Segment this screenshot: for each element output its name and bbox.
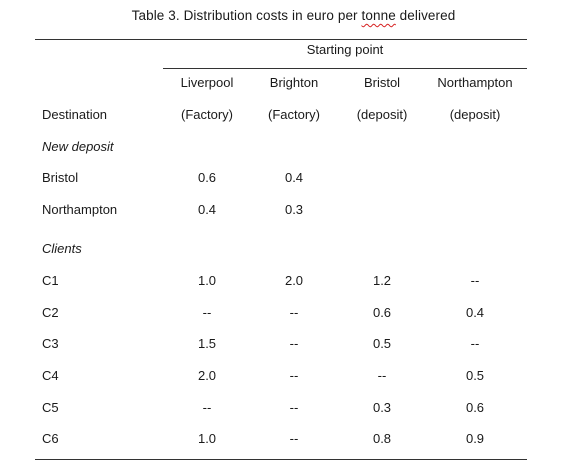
cell-c4-northampton: 0.5: [465, 368, 485, 383]
column-header-northampton-type: (deposit): [449, 107, 501, 122]
row-destination-c1: C1: [42, 273, 59, 288]
table-title-flagged-word: tonne: [361, 8, 396, 23]
cell-c1-brighton: 2.0: [284, 273, 304, 288]
cell-c1-bristol: 1.2: [372, 273, 392, 288]
column-header-brighton-name: Brighton: [269, 75, 319, 90]
cell-c2-bristol: 0.6: [372, 305, 392, 320]
starting-point-header: Starting point: [306, 42, 384, 57]
cell-c4-liverpool: 2.0: [197, 368, 217, 383]
column-header-bristol-name: Bristol: [363, 75, 401, 90]
table-bottom-rule: [35, 459, 527, 460]
cell-c2-brighton: --: [289, 305, 299, 320]
cell-c2-liverpool: --: [202, 305, 212, 320]
cell-c6-northampton: 0.9: [465, 431, 485, 446]
header-group-rule: [163, 68, 527, 69]
cell-c5-brighton: --: [289, 400, 299, 415]
row-destination-c6: C6: [42, 431, 59, 446]
table-title-prefix: Table 3. Distribution costs in euro per: [131, 8, 362, 23]
cell-c3-northampton: --: [470, 336, 480, 351]
cell-c4-brighton: --: [289, 368, 299, 383]
column-header-northampton-name: Northampton: [437, 75, 513, 90]
cell-c5-bristol: 0.3: [372, 400, 392, 415]
row-destination-bristol: Bristol: [42, 170, 79, 185]
section-label-new-deposit: New deposit: [42, 139, 114, 154]
row-destination-c2: C2: [42, 305, 59, 320]
cell-c6-bristol: 0.8: [372, 431, 392, 446]
cell-c4-bristol: --: [377, 368, 387, 383]
cell-c6-brighton: --: [289, 431, 299, 446]
row-destination-c5: C5: [42, 400, 59, 415]
column-header-bristol-type: (deposit): [356, 107, 408, 122]
column-header-liverpool-name: Liverpool: [180, 75, 234, 90]
row-destination-c3: C3: [42, 336, 59, 351]
cell-c1-northampton: --: [470, 273, 480, 288]
cell-bristol-brighton: 0.4: [284, 170, 304, 185]
cell-c2-northampton: 0.4: [465, 305, 485, 320]
cell-northampton-liverpool: 0.4: [197, 202, 217, 217]
cell-bristol-liverpool: 0.6: [197, 170, 217, 185]
cell-c5-northampton: 0.6: [465, 400, 485, 415]
column-header-liverpool-type: (Factory): [181, 107, 233, 122]
row-destination-northampton: Northampton: [42, 202, 118, 217]
row-header-destination: Destination: [42, 107, 108, 122]
cell-c3-bristol: 0.5: [372, 336, 392, 351]
column-header-brighton-type: (Factory): [268, 107, 320, 122]
table-top-rule: [35, 39, 527, 40]
row-destination-c4: C4: [42, 368, 59, 383]
section-label-clients: Clients: [42, 241, 82, 256]
cell-northampton-brighton: 0.3: [284, 202, 304, 217]
cell-c3-brighton: --: [289, 336, 299, 351]
cell-c6-liverpool: 1.0: [197, 431, 217, 446]
cell-c3-liverpool: 1.5: [197, 336, 217, 351]
cell-c1-liverpool: 1.0: [197, 273, 217, 288]
cell-c5-liverpool: --: [202, 400, 212, 415]
table-title: Table 3. Distribution costs in euro per …: [0, 8, 587, 23]
table-title-suffix: delivered: [395, 8, 456, 23]
